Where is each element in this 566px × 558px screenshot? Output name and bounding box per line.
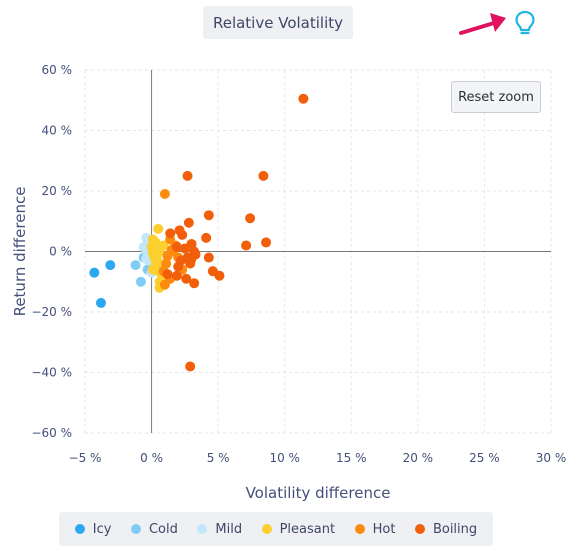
lightbulb-icon[interactable] (514, 10, 536, 36)
legend-label-hot: Hot (372, 521, 396, 537)
legend-dot-pleasant (261, 524, 272, 534)
data-point-boiling (173, 261, 184, 272)
x-tick-label: 10 % (269, 451, 300, 465)
x-tick-label: 15 % (336, 451, 367, 465)
legend-label-mild: Mild (215, 521, 243, 537)
data-point-boiling (186, 254, 197, 265)
y-tick-label: −60 % (31, 426, 72, 440)
x-tick-label: 20 % (403, 451, 434, 465)
legend-dot-hot (354, 524, 365, 534)
y-tick-label: 40 % (42, 124, 73, 138)
data-point-icy (89, 267, 100, 278)
y-axis-title: Return difference (11, 187, 29, 317)
legend-label-icy: Icy (92, 521, 112, 537)
y-tick-label: −40 % (31, 366, 72, 380)
data-point-boiling (181, 273, 192, 284)
x-tick-label: −5 % (69, 451, 102, 465)
legend-item-pleasant[interactable]: Pleasant (261, 521, 336, 537)
legend-dot-cold (130, 524, 141, 534)
data-point-boiling (183, 217, 194, 228)
data-point-cold (130, 260, 141, 271)
legend-label-pleasant: Pleasant (279, 521, 336, 537)
y-tick-label: 0 % (49, 245, 72, 259)
data-point-boiling (165, 228, 176, 239)
data-point-boiling (245, 213, 256, 224)
data-point-boiling (298, 93, 309, 104)
data-point-boiling (171, 270, 182, 281)
hint-arrow-head (490, 13, 506, 32)
legend-label-cold: Cold (148, 521, 178, 537)
legend-item-mild[interactable]: Mild (197, 522, 242, 537)
data-point-boiling (185, 361, 196, 372)
x-tick-label: 0 % (140, 451, 163, 465)
hint-arrow-shaft (459, 21, 496, 35)
data-point-hot (159, 279, 170, 290)
data-point-icy (95, 297, 106, 308)
legend-dot-icy (74, 524, 85, 534)
data-point-hot (161, 258, 172, 269)
data-point-boiling (261, 237, 272, 248)
data-point-boiling (189, 278, 200, 289)
data-point-boiling (258, 170, 269, 181)
data-point-boiling (203, 252, 214, 263)
data-point-boiling (162, 269, 173, 280)
x-tick-label: 5 % (207, 451, 230, 465)
data-point-icy (105, 260, 116, 271)
data-point-boiling (241, 240, 252, 251)
reset-zoom-button[interactable]: Reset zoom (451, 81, 541, 113)
data-point-mild (141, 254, 152, 265)
data-point-boiling (182, 170, 193, 181)
legend-item-hot[interactable]: Hot (354, 521, 396, 537)
y-tick-label: 20 % (42, 184, 73, 198)
y-tick-label: −20 % (31, 305, 72, 319)
x-tick-label: 25 % (469, 451, 500, 465)
hint-arrow-icon (459, 13, 506, 35)
y-tick-label: 60 % (42, 63, 73, 77)
data-point-cold (135, 276, 146, 287)
data-point-boiling (179, 243, 190, 254)
data-point-boiling (201, 232, 212, 243)
legend-item-icy[interactable]: Icy (74, 521, 112, 537)
chart-title: Relative Volatility (203, 6, 353, 39)
legend-dot-boiling (414, 524, 425, 534)
x-axis-title: Volatility difference (246, 484, 391, 502)
legend-item-boiling[interactable]: Boiling (414, 521, 478, 537)
data-point-boiling (214, 270, 225, 281)
legend-label-boiling: Boiling (432, 521, 478, 537)
chart-legend: Icy Cold Mild Pleasant Hot Boiling (59, 512, 493, 546)
data-point-pleasant (158, 240, 169, 251)
data-point-boiling (171, 241, 182, 252)
x-tick-label: 30 % (536, 451, 566, 465)
data-point-boiling (177, 229, 188, 240)
data-point-boiling (203, 210, 214, 221)
bulb-glass (515, 10, 535, 32)
data-point-pleasant (153, 223, 164, 234)
legend-item-cold[interactable]: Cold (130, 521, 178, 537)
data-point-hot (159, 189, 170, 200)
legend-dot-mild (197, 524, 208, 534)
